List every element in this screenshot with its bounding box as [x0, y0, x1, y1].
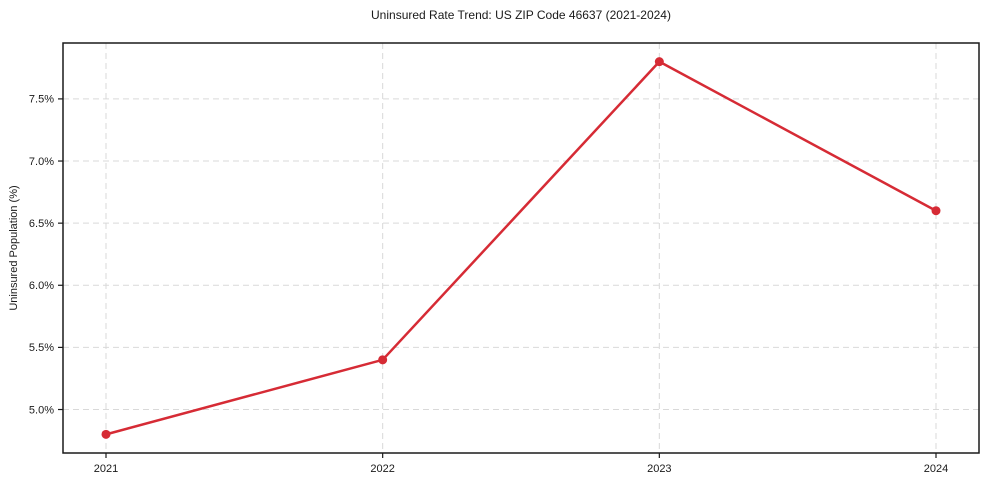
x-tick-label: 2024: [924, 463, 948, 475]
data-point: [101, 429, 111, 439]
x-tick-label: 2023: [647, 463, 671, 475]
plot-border: [62, 42, 980, 454]
x-tick-label: 2022: [370, 463, 394, 475]
y-tick-label: 5.5%: [29, 342, 54, 354]
data-line: [104, 60, 938, 436]
y-tick-label: 6.5%: [29, 218, 54, 230]
data-point: [654, 57, 664, 67]
y-tick-label: 6.0%: [29, 280, 54, 292]
y-tick-label: 7.5%: [29, 94, 54, 106]
x-tick-label: 2021: [94, 463, 118, 475]
data-point: [378, 355, 388, 365]
y-tick-label: 7.0%: [29, 156, 54, 168]
data-point: [931, 206, 941, 216]
y-tick-label: 5.0%: [29, 404, 54, 416]
chart-title: Uninsured Rate Trend: US ZIP Code 46637 …: [371, 8, 671, 22]
